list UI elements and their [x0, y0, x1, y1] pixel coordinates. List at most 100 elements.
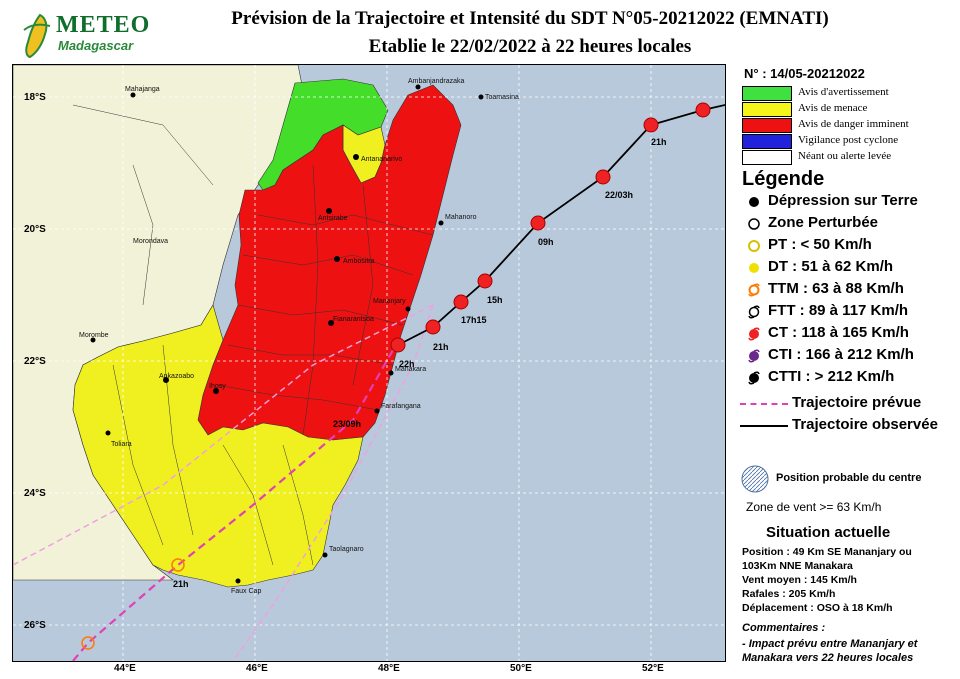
storm-marker	[530, 215, 546, 231]
town-label: Ihosy	[209, 383, 226, 390]
town-label: Ambositra	[343, 258, 375, 265]
storm-marker	[643, 117, 659, 133]
forecast-markers	[81, 558, 185, 650]
town-label: Faux Cap	[231, 588, 261, 595]
town-label: Toliara	[111, 441, 132, 448]
outline-cyclone-icon	[748, 305, 760, 319]
map-title: Prévision de la Trajectoire et Intensité…	[231, 8, 829, 29]
purple-cyclone-icon	[748, 349, 760, 363]
advisory-swatch-red	[742, 118, 792, 133]
red-cyclone-icon	[748, 327, 760, 341]
town-label: Manakara	[395, 366, 426, 373]
lat-label: 26°S	[24, 620, 46, 631]
advisory-swatch-blue	[742, 134, 792, 149]
black-cyclone-icon	[748, 371, 760, 385]
legend-observed-track: Trajectoire observée	[740, 416, 950, 436]
lon-label: 44°E	[114, 663, 136, 674]
legend-label: CTTI : > 212 Km/h	[768, 368, 895, 385]
hour-label: 09h	[538, 237, 554, 247]
situation-line: 103Km NNE Manakara	[742, 560, 853, 572]
town-label: Taolagnaro	[329, 546, 364, 553]
legend-label: FTT : 89 à 117 Km/h	[768, 302, 909, 319]
advisory-swatch-green	[742, 86, 792, 101]
situation-line: Rafales : 205 Km/h	[742, 588, 836, 600]
hour-label: 23/09h	[333, 419, 361, 429]
forecast-marker	[81, 636, 95, 650]
advisory-label: Néant ou alerte levée	[798, 150, 892, 162]
filled-black-dot-icon	[749, 197, 759, 207]
observed-track-swatch	[740, 425, 788, 427]
situation-line: Position : 49 Km SE Mananjary ou	[742, 546, 912, 558]
legend-label: CT : 118 à 165 Km/h	[768, 324, 909, 341]
lat-label: 18°S	[24, 92, 46, 103]
district-borders	[72, 104, 434, 566]
advisory-label: Vigilance post cyclone	[798, 134, 899, 146]
logo-subtitle: Madagascar	[58, 38, 134, 53]
hour-label: 22h	[399, 359, 415, 369]
town-label: Antsirabe	[318, 215, 348, 222]
map-canvas: 21h 22/03h 09h 15h 17h15 21h 22h 23/09h …	[13, 65, 725, 661]
comments-title: Commentaires :	[742, 622, 826, 634]
town-labels: Mahajanga Ambanjandrazaka Toamasina Anta…	[79, 78, 519, 595]
hour-label: 17h15	[461, 315, 487, 325]
town-markers	[90, 84, 484, 584]
town-label: Toamasina	[485, 94, 519, 101]
situation-line: Déplacement : OSO à 18 Km/h	[742, 602, 893, 614]
town-label: Morondava	[133, 238, 168, 245]
advisory-label: Avis de menace	[798, 102, 868, 114]
lat-label: 20°S	[24, 224, 46, 235]
comment-line: Manakara vers 22 heures locales	[742, 652, 914, 664]
advisory-number: N° : 14/05-20212022	[744, 66, 865, 81]
legend-title: Légende	[742, 168, 825, 190]
lon-label: 52°E	[642, 663, 664, 674]
hour-label: 21h	[173, 579, 189, 589]
storm-markers	[390, 102, 711, 353]
hour-label: 22/03h	[605, 190, 633, 200]
probable-position-label: Position probable du centre	[776, 472, 922, 484]
storm-marker	[453, 294, 469, 310]
hour-label: 21h	[433, 342, 449, 352]
lon-label: 50°E	[510, 663, 532, 674]
situation-title: Situation actuelle	[766, 524, 891, 541]
advisory-label: Avis d'avertissement	[798, 86, 889, 98]
advisory-label: Avis de danger imminent	[798, 118, 909, 130]
town-label: Mananjary	[373, 298, 406, 305]
legend-label: DT : 51 à 62 Km/h	[768, 258, 894, 275]
lon-label: 48°E	[378, 663, 400, 674]
lat-label: 24°S	[24, 488, 46, 499]
legend-label: Trajectoire prévue	[792, 394, 922, 411]
forecast-cone	[13, 304, 434, 661]
logo-brand: METEO	[56, 12, 151, 38]
meteo-madagascar-logo: METEO Madagascar	[20, 10, 150, 60]
storm-marker	[425, 319, 441, 335]
wind-zone-label: Zone de vent >= 63 Km/h	[746, 500, 882, 514]
map-subtitle: Etablie le 22/02/2022 à 22 heures locale…	[368, 36, 692, 57]
legend-label: Trajectoire observée	[792, 416, 938, 433]
forecast-hour-labels: 23/09h 21h	[173, 419, 361, 589]
legend-label: Zone Perturbée	[768, 214, 879, 231]
storm-marker	[595, 169, 611, 185]
town-label: Antananarivo	[361, 156, 402, 163]
orange-cyclone-icon	[748, 283, 760, 297]
lon-label: 46°E	[246, 663, 268, 674]
town-label: Ankazoabo	[159, 373, 194, 380]
yellow-open-circle-icon	[748, 240, 760, 252]
town-label: Ambanjandrazaka	[408, 78, 465, 85]
legend-label: PT : < 50 Km/h	[768, 236, 872, 253]
storm-marker	[477, 273, 493, 289]
town-label: Fianarantsoa	[333, 316, 374, 323]
legend-label: Dépression sur Terre	[768, 192, 918, 209]
forecast-map[interactable]: 21h 22/03h 09h 15h 17h15 21h 22h 23/09h …	[12, 64, 726, 662]
situation-line: Vent moyen : 145 Km/h	[742, 574, 857, 586]
open-circle-icon	[748, 218, 760, 230]
advisory-swatch-white	[742, 150, 792, 165]
town-label: Mahanoro	[445, 214, 477, 221]
forecast-track-swatch	[740, 403, 788, 405]
legend-forecast-track: Trajectoire prévue	[740, 394, 950, 414]
storm-marker	[695, 102, 711, 118]
forecast-track-line	[72, 349, 394, 661]
hour-label: 21h	[651, 137, 667, 147]
hour-label: 15h	[487, 295, 503, 305]
advisory-swatch-yellow	[742, 102, 792, 117]
lat-label: 22°S	[24, 356, 46, 367]
